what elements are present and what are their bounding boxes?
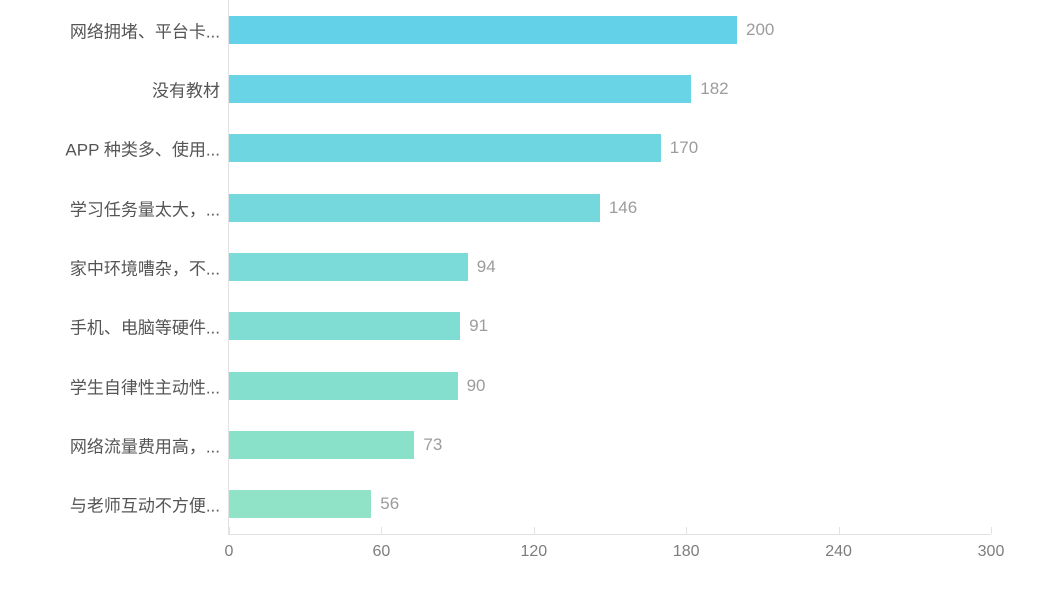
category-label: 网络拥堵、平台卡... — [69, 22, 220, 42]
x-axis-tick-label: 240 — [825, 543, 852, 560]
x-axis-tick — [838, 527, 840, 534]
bar — [229, 371, 458, 400]
bar — [229, 312, 461, 341]
bar — [229, 431, 415, 459]
value-label: 91 — [469, 316, 489, 336]
x-axis-tick-label: 120 — [520, 543, 548, 560]
bar — [229, 15, 737, 44]
value-label: 200 — [746, 19, 775, 39]
plot-area: 200 网络拥堵、平台卡... 182 没有教材 170 APP 种类多、使用... 146… — [65, 0, 1004, 560]
x-axis-tick-label: 60 — [372, 543, 391, 560]
bar — [229, 253, 468, 281]
bar — [229, 490, 372, 519]
x-axis-tick-label: 300 — [977, 543, 1005, 560]
x-axis-tick-label: 0 — [224, 543, 234, 560]
x-axis-tick — [991, 527, 992, 534]
category-label: 网络流量费用高，... — [69, 437, 220, 457]
bar — [229, 134, 661, 163]
value-label: 146 — [608, 197, 638, 217]
value-label: 170 — [669, 138, 699, 158]
category-label: APP 种类多、使用... — [65, 140, 220, 160]
category-label: 没有教材 — [152, 81, 220, 101]
bar — [229, 75, 692, 103]
x-axis-tick-label: 180 — [672, 543, 700, 560]
x-axis-tick — [229, 527, 230, 534]
value-label: 73 — [423, 435, 443, 454]
value-label: 182 — [700, 79, 729, 98]
x-axis-tick — [533, 527, 535, 534]
category-label: 家中环境嘈杂，不... — [69, 259, 220, 279]
value-label: 56 — [380, 494, 400, 514]
category-label: 手机、电脑等硬件... — [69, 318, 220, 338]
category-label: 与老师互动不方便... — [69, 496, 220, 516]
x-axis-tick — [381, 527, 383, 534]
value-label: 94 — [476, 257, 496, 276]
x-axis-tick — [686, 527, 688, 534]
category-label: 学习任务量太大，... — [69, 200, 220, 220]
value-label: 90 — [466, 375, 486, 395]
bar — [229, 193, 600, 222]
category-label: 学生自律性主动性... — [69, 378, 220, 398]
